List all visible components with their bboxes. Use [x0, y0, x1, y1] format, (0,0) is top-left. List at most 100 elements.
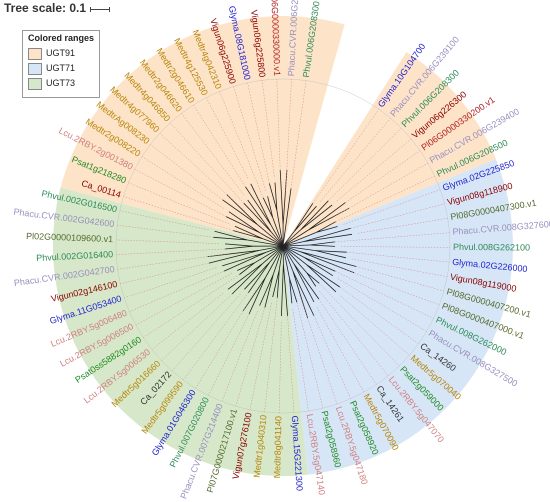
tree-branch — [213, 230, 248, 241]
leaf-guide — [334, 232, 450, 243]
tree-branch — [245, 183, 272, 226]
tree-scale-bar — [90, 7, 110, 12]
tree-branch — [293, 263, 320, 303]
colored-ranges-legend: Colored ranges UGT91 UGT71 UGT73 — [22, 30, 100, 98]
tree-branch — [259, 274, 274, 308]
tree-scale-label: Tree scale: 0.1 — [4, 1, 87, 15]
leaf-guide — [151, 292, 224, 350]
leaf-guide — [343, 189, 441, 225]
tree-branch — [222, 251, 267, 272]
tree-branch — [254, 245, 284, 264]
leaf-label: Medtr8g041140 — [272, 416, 283, 479]
tree-branch — [315, 250, 347, 259]
tree-branches — [207, 170, 357, 319]
legend-title: Colored ranges — [28, 33, 95, 43]
leaf-guide — [171, 293, 241, 371]
leaf-guide — [135, 273, 233, 326]
tree-branch — [237, 262, 255, 275]
leaf-guide — [346, 251, 450, 263]
leaf-guide — [292, 309, 309, 412]
leaf-guide — [247, 82, 270, 184]
leaf-guide — [339, 286, 419, 344]
tree-branch — [282, 229, 301, 247]
leaf-guide — [264, 297, 278, 413]
tree-branch — [316, 221, 338, 233]
leaf-guide — [296, 302, 324, 409]
tree-branch — [282, 245, 294, 272]
leaf-guide — [319, 290, 389, 376]
tree-branch — [300, 200, 333, 231]
tree-branch — [247, 239, 284, 247]
leaf-guide — [170, 122, 244, 204]
tree-branch — [306, 272, 320, 287]
leaf-guide — [337, 278, 427, 332]
leaf-guide — [116, 239, 220, 244]
tree-branch — [270, 225, 284, 247]
leaf-guide — [290, 80, 307, 189]
leaf-guide — [299, 295, 338, 405]
leaf-guide — [161, 293, 233, 361]
tree-branch — [309, 241, 336, 247]
legend-label-ugt91: UGT91 — [46, 48, 76, 58]
tree-branch — [282, 229, 309, 247]
leaf-label: Phvul.008G262100 — [453, 242, 530, 253]
tree-branch — [299, 251, 357, 274]
tree-branch — [233, 225, 264, 240]
clade-sector-ugt91-b — [283, 52, 496, 246]
leaf-guide — [328, 127, 402, 201]
leaf-guide — [235, 307, 266, 407]
leaf-guide — [206, 97, 249, 179]
tree-branch — [303, 257, 336, 277]
leaf-guide — [331, 264, 440, 306]
tree-branch — [244, 262, 271, 293]
tree-branch — [242, 277, 266, 315]
tree-branch — [282, 245, 301, 252]
leaf-guide — [335, 270, 434, 319]
leaf-guide — [195, 290, 257, 389]
tree-outline — [115, 78, 451, 414]
leaf-guide — [340, 295, 410, 356]
leaf-guide — [183, 292, 249, 381]
leaf-guide — [124, 267, 217, 299]
clade-sector-ugt91 — [60, 15, 345, 246]
leaf-guide — [208, 313, 250, 396]
leaf-guide — [336, 138, 412, 202]
tree-branch — [282, 245, 316, 251]
leaf-guide — [278, 321, 282, 414]
leaf-guide — [117, 252, 232, 270]
leaf-guide — [327, 162, 429, 221]
leaf-guide — [120, 262, 210, 284]
leaf-guide — [129, 270, 225, 312]
tree-branch — [282, 231, 295, 247]
leaf-guide — [261, 80, 275, 177]
leaf-guide — [316, 307, 365, 393]
legend-swatch-ugt71 — [28, 63, 42, 75]
leaf-guide — [117, 224, 214, 238]
tree-branch — [262, 245, 284, 264]
leaf-guide — [221, 311, 258, 402]
tree-branch — [269, 182, 278, 211]
leaf-guide — [134, 169, 227, 217]
tree-branch — [282, 245, 290, 279]
tree-branch — [282, 245, 308, 274]
tree-branch — [269, 245, 284, 263]
tree-branch — [222, 194, 258, 226]
tree-branch — [262, 196, 274, 218]
tree-branch — [282, 245, 307, 265]
tree-branch — [257, 224, 284, 247]
clade-sector-ugt73 — [52, 187, 309, 476]
tree-branch — [272, 269, 280, 298]
tree-branch — [282, 232, 317, 247]
tree-branch — [282, 244, 311, 247]
tree-branch — [259, 232, 284, 247]
clade-sectors — [52, 15, 513, 476]
leaf-guide — [128, 182, 230, 225]
tree-branch — [303, 227, 353, 242]
tree-branch — [243, 199, 272, 233]
leaf-guide — [233, 86, 267, 191]
tree-branch — [289, 278, 298, 304]
leaf-guides — [115, 78, 451, 414]
leaf-guide — [351, 258, 448, 277]
leaf-guide — [335, 175, 435, 222]
